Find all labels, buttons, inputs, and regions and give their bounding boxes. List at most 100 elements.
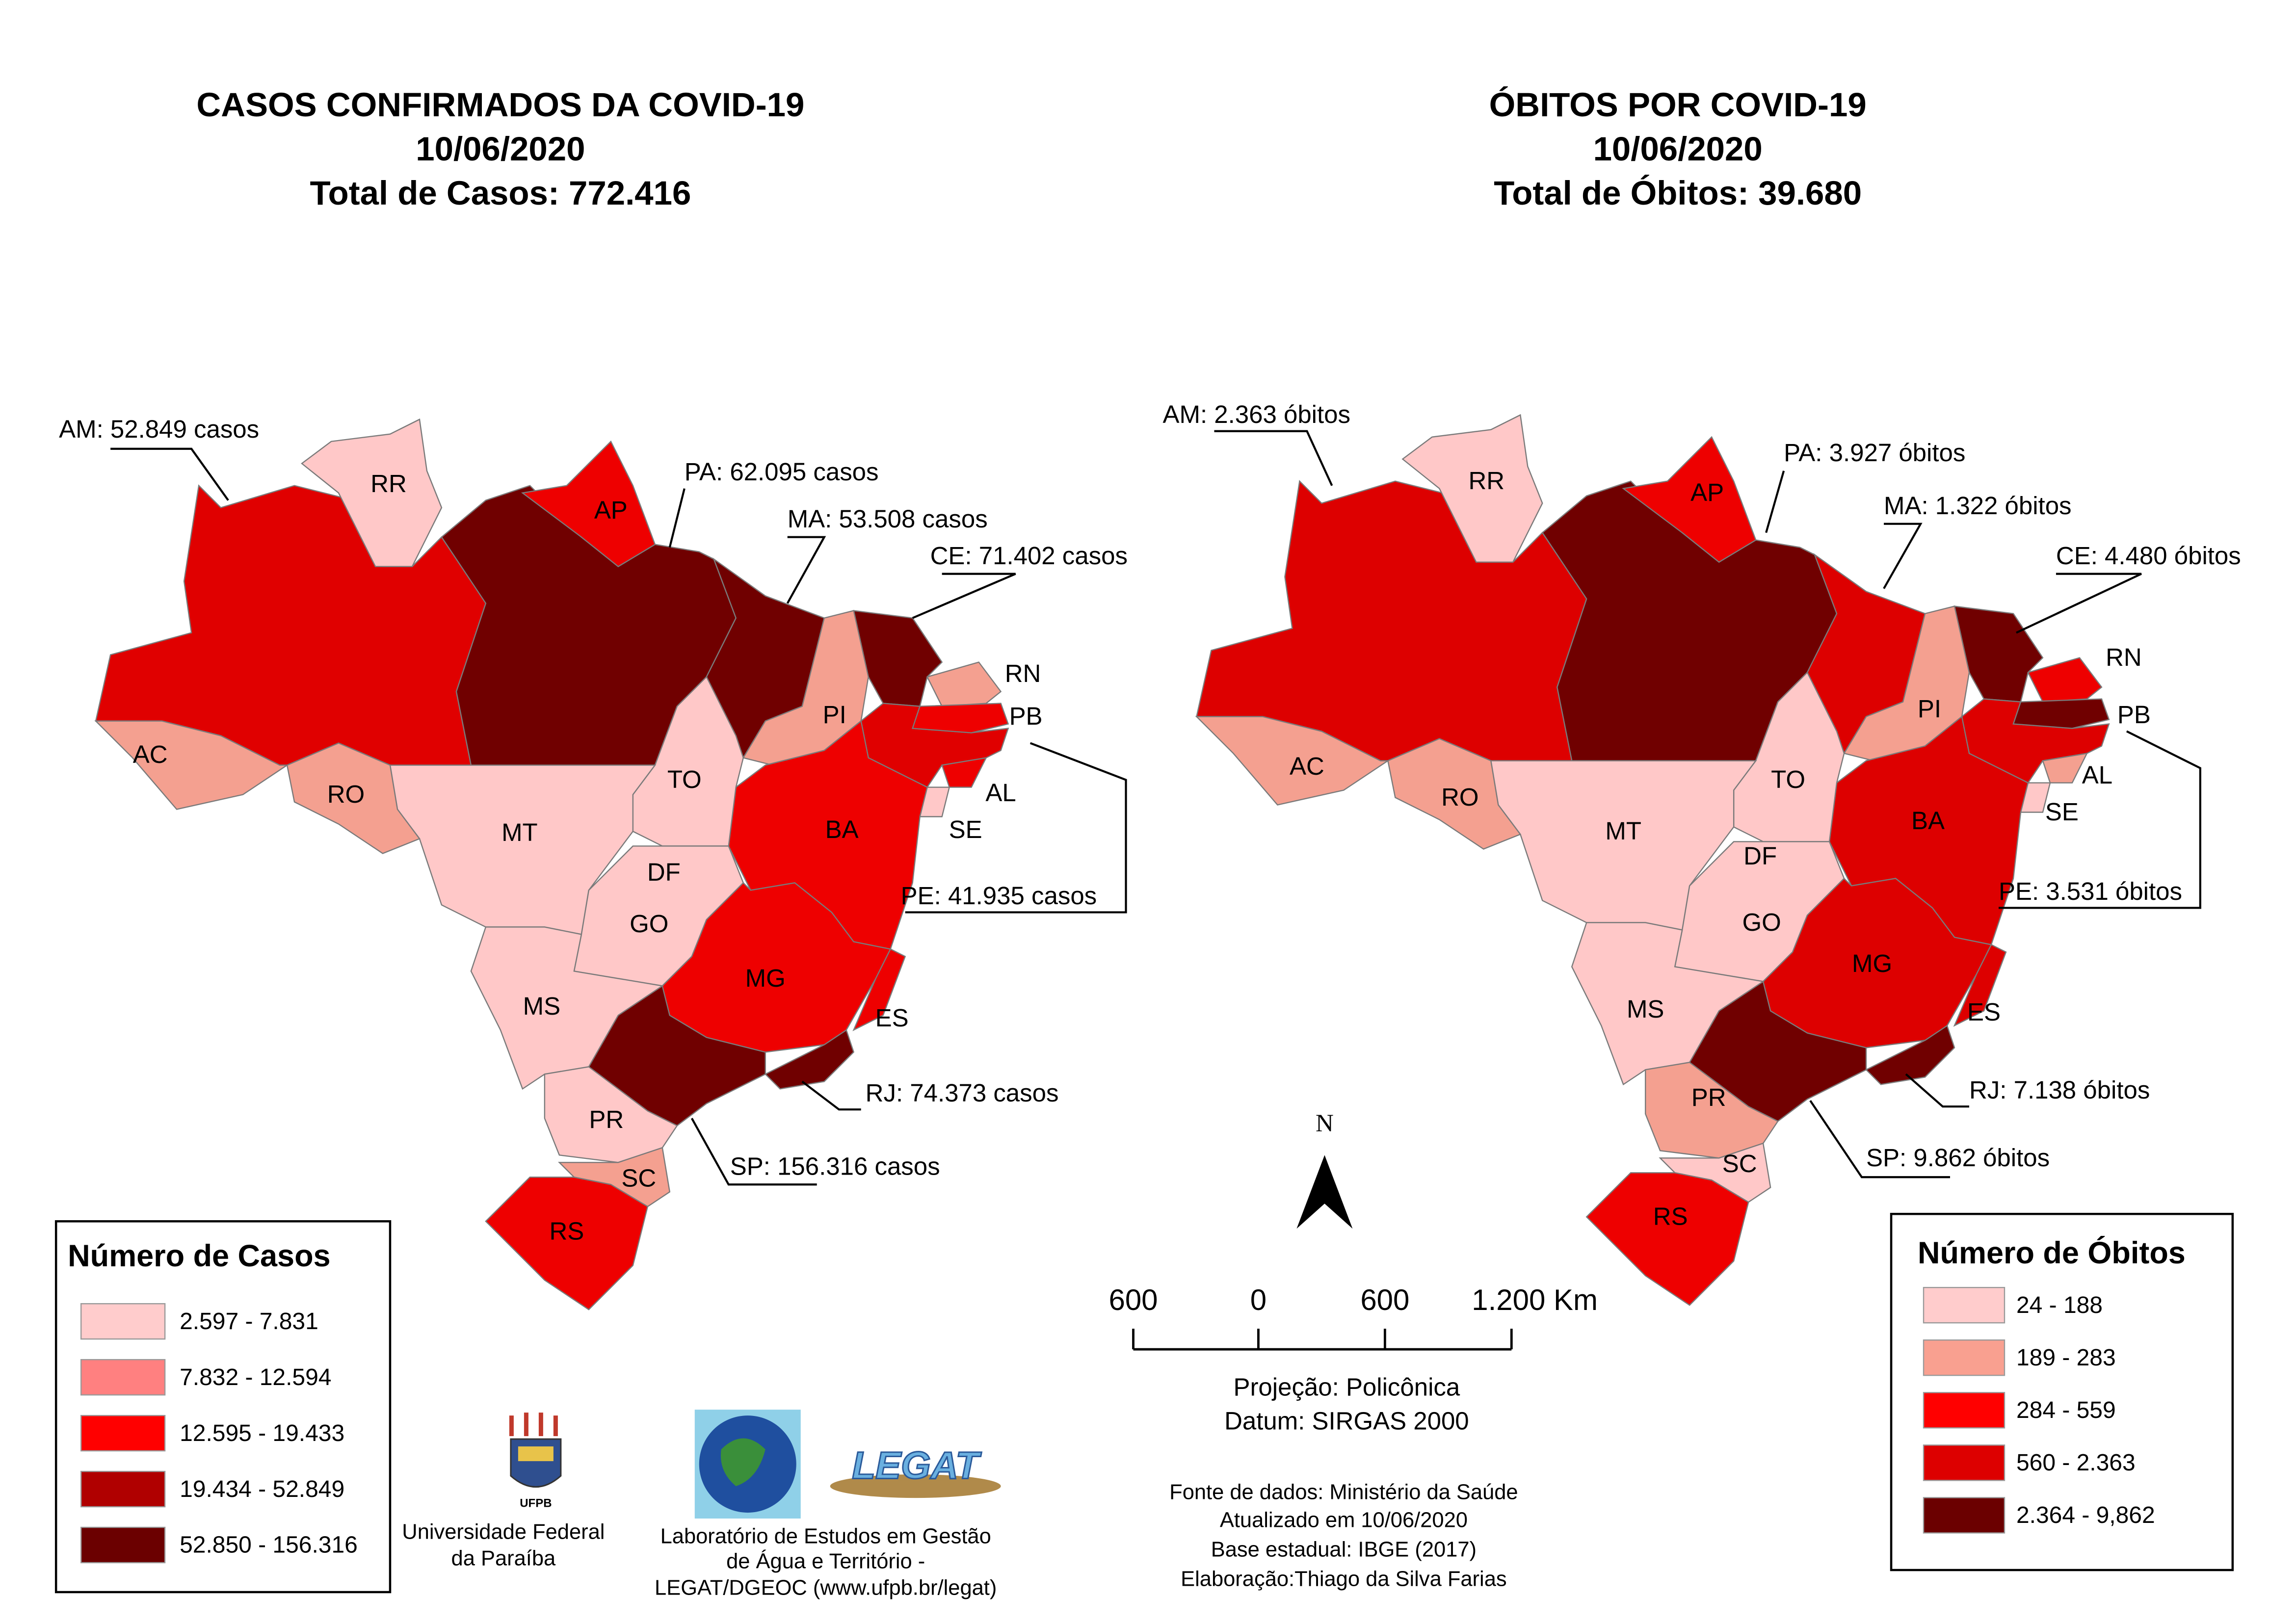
legend-title: Número de Casos: [68, 1239, 330, 1273]
scale-label: 600: [1360, 1283, 1409, 1316]
north-label: N: [1316, 1110, 1334, 1137]
state-label: PI: [823, 701, 846, 729]
map-title: ÓBITOS POR COVID-19: [1489, 86, 1867, 124]
state-label: MG: [745, 964, 786, 992]
callout-label: RJ: 74.373 casos: [866, 1079, 1059, 1107]
legend-label: 19.434 - 52.849: [180, 1476, 344, 1502]
legend-swatch: [1923, 1287, 2006, 1324]
map-title: CASOS CONFIRMADOS DA COVID-19: [196, 86, 804, 124]
state-label: RN: [2106, 643, 2142, 671]
callout-label: PE: 41.935 casos: [901, 882, 1097, 910]
state: [1762, 877, 1992, 1048]
legend-label: 189 - 283: [2016, 1345, 2116, 1371]
legend-swatch: [80, 1359, 166, 1396]
ufpb-name: Universidade Federal: [402, 1520, 605, 1544]
state: [1571, 922, 1765, 1086]
ufpb-badge: UFPB: [520, 1496, 552, 1510]
callout-label: PE: 3.531 óbitos: [1999, 877, 2182, 905]
callout-label: PA: 3.927 óbitos: [1784, 439, 1965, 467]
legend-swatch: [1923, 1444, 2006, 1481]
legend-swatch: [1923, 1392, 2006, 1429]
leader-line: [668, 488, 686, 548]
state: [1401, 414, 1543, 563]
leader-line: [690, 1118, 817, 1186]
state-label: RS: [1653, 1203, 1688, 1230]
state-label: AL: [985, 779, 1016, 807]
state-label: RN: [1005, 659, 1041, 687]
scale-label: 600: [1108, 1283, 1158, 1316]
state-label: RO: [327, 780, 365, 808]
state-label: AL: [2082, 761, 2112, 789]
state: [2042, 752, 2088, 784]
legend-swatch: [80, 1414, 166, 1452]
leader-line: [1809, 1100, 1951, 1178]
state-label: MT: [501, 818, 538, 846]
state: [1585, 1172, 1749, 1306]
state-label: PB: [2117, 701, 2151, 729]
legend-label: 12.595 - 19.433: [180, 1420, 344, 1446]
source: Elaboração:Thiago da Silva Farias: [1181, 1568, 1506, 1591]
state-label: BA: [1911, 807, 1945, 835]
state: [1622, 436, 1757, 563]
legend-swatch: [80, 1526, 166, 1564]
datum: Datum: SIRGAS 2000: [1224, 1407, 1469, 1435]
legend-label: 24 - 188: [2016, 1292, 2103, 1318]
legend-label: 560 - 2.363: [2016, 1450, 2136, 1476]
state: [1195, 716, 1390, 806]
state-label: PR: [1691, 1083, 1726, 1111]
state-label: SE: [2045, 798, 2079, 826]
state-label: MG: [1852, 949, 1892, 977]
leader-line: [786, 536, 826, 604]
state: [2012, 698, 2110, 729]
legend-label: 2.364 - 9,862: [2016, 1502, 2155, 1528]
callout-label: MA: 1.322 óbitos: [1884, 492, 2072, 520]
leader-line: [1214, 430, 1333, 486]
state-label: TO: [667, 765, 702, 793]
callout-label: MA: 53.508 casos: [788, 505, 988, 533]
callout-label: SP: 9.862 óbitos: [1866, 1144, 2050, 1172]
legat-name: de Água e Território -: [726, 1549, 925, 1573]
legend-label: 52.850 - 156.316: [180, 1532, 358, 1558]
leader-line: [912, 573, 1016, 619]
state-label: RO: [1441, 783, 1478, 811]
legend-swatch: [80, 1303, 166, 1340]
state-label: BA: [825, 815, 859, 843]
state-label: PR: [589, 1105, 624, 1133]
state-label: MS: [1627, 995, 1664, 1023]
leader-line: [1765, 471, 1785, 533]
legend-label: 7.832 - 12.594: [180, 1364, 331, 1390]
callout-label: CE: 71.402 casos: [930, 542, 1128, 570]
state-label: SE: [949, 815, 982, 843]
state-label: TO: [1771, 765, 1805, 793]
state: [661, 882, 892, 1053]
state-label: GO: [630, 910, 668, 938]
map: [1195, 414, 2110, 1306]
ufpb-logo: [509, 1413, 562, 1488]
state-label: ES: [1967, 998, 2001, 1026]
state-label: AP: [1690, 478, 1724, 506]
callout-label: PA: 62.095 casos: [685, 458, 879, 486]
leader-line: [110, 447, 229, 501]
scale-label: 0: [1250, 1283, 1267, 1316]
callout-label: AM: 52.849 casos: [59, 415, 259, 443]
legend-label: 284 - 559: [2016, 1397, 2116, 1423]
callout-label: CE: 4.480 óbitos: [2056, 542, 2241, 570]
state: [521, 440, 656, 568]
legend-swatch: [80, 1470, 166, 1508]
legend-swatch: [1923, 1497, 2006, 1534]
state-label: GO: [1742, 908, 1781, 936]
state-label: ES: [875, 1004, 909, 1032]
state: [926, 661, 1002, 707]
scale-bar: [1132, 1329, 1513, 1351]
projection: Projeção: Policônica: [1233, 1373, 1460, 1401]
state-label: AC: [133, 740, 168, 768]
north-arrow: [1296, 1155, 1353, 1229]
map: [94, 418, 1009, 1310]
leader-line: [1883, 523, 1923, 589]
state: [301, 418, 443, 567]
legat-name: LEGAT/DGEOC (www.ufpb.br/legat): [655, 1576, 997, 1600]
state: [1387, 738, 1522, 850]
state: [2027, 657, 2103, 703]
map-title: Total de Casos: 772.416: [310, 174, 691, 212]
